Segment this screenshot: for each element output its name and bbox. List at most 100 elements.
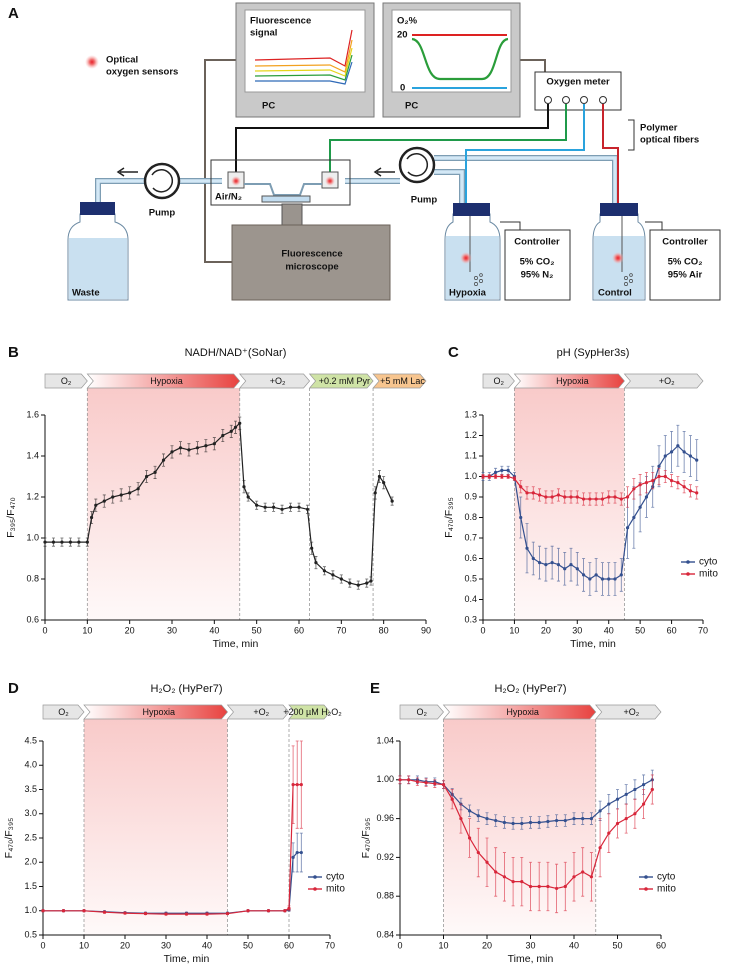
data-point <box>663 454 667 458</box>
x-tick-label: 60 <box>284 940 294 950</box>
x-tick-label: 60 <box>294 625 304 635</box>
data-point <box>619 573 623 577</box>
data-point <box>569 495 573 499</box>
phase-shade <box>443 719 596 935</box>
bubbles <box>624 273 633 286</box>
flow-arrow <box>116 167 138 177</box>
data-point <box>688 454 693 458</box>
liquid <box>69 238 127 299</box>
data-point <box>589 875 594 879</box>
data-point <box>644 481 649 485</box>
data-point <box>650 787 654 792</box>
data-point <box>581 817 585 821</box>
o2-sketch <box>411 37 509 81</box>
data-point <box>633 787 637 792</box>
data-point <box>450 797 454 801</box>
phase-label: +5 mM Lac <box>380 376 425 386</box>
pc-title: signal <box>250 28 277 39</box>
data-point <box>506 474 510 479</box>
y-tick-label: 1.2 <box>26 491 39 501</box>
data-point <box>531 491 535 495</box>
data-point <box>212 442 216 446</box>
y-axis-label: F₃₉₅/F₄₇₀ <box>5 497 17 538</box>
x-tick-label: 30 <box>572 625 582 635</box>
data-point <box>531 556 535 561</box>
x-tick-label: 10 <box>509 625 519 635</box>
meter-label: Oxygen meter <box>546 77 610 88</box>
y-tick-label: 4.5 <box>24 735 37 745</box>
x-axis-label: Time, min <box>164 953 210 965</box>
microscope <box>231 224 391 301</box>
data-point <box>373 491 377 495</box>
bottle-label: Waste <box>72 288 100 299</box>
phase-arrow <box>42 704 85 720</box>
y-tick-label: 1.1 <box>464 450 477 460</box>
cable <box>520 59 546 72</box>
data-point <box>625 526 630 530</box>
y-axis-label: F₄₇₀/F₃₉₅ <box>3 818 15 859</box>
y-tick-label: 0.84 <box>376 929 394 939</box>
x-tick-label: 70 <box>336 625 346 635</box>
signal-sketch <box>254 29 353 85</box>
phase-label: +200 µM H₂O₂ <box>283 707 342 717</box>
x-tick-label: 40 <box>209 625 219 635</box>
bottle-cap <box>453 203 490 216</box>
data-point <box>682 450 686 454</box>
data-point <box>676 481 680 485</box>
data-point <box>205 912 209 916</box>
data-point <box>398 778 402 782</box>
data-point <box>520 880 524 884</box>
pump-rotor <box>151 169 174 193</box>
pc-label: PC <box>405 101 418 112</box>
y-tick-label: 1.5 <box>24 881 37 891</box>
scale-label: 20 <box>397 30 408 41</box>
data-point <box>433 782 437 786</box>
x-axis-label: Time, min <box>508 953 554 965</box>
data-point <box>500 468 504 472</box>
legend-label: mito <box>326 884 345 895</box>
data-point <box>528 884 533 889</box>
sensor <box>325 176 335 186</box>
data-point <box>178 446 183 450</box>
x-axis-label: Time, min <box>570 638 616 650</box>
legend-text: oxygen sensors <box>106 67 178 78</box>
data-point <box>598 846 602 850</box>
data-point <box>581 497 586 501</box>
data-point <box>633 812 637 816</box>
phase-label: +0.2 mM Pyr <box>319 376 370 386</box>
flow-arrow <box>373 167 395 177</box>
x-tick-label: 30 <box>167 625 177 635</box>
phase-arrow <box>226 704 290 720</box>
phase-arrow <box>288 704 331 720</box>
data-point <box>544 563 548 567</box>
data-point <box>525 491 529 495</box>
data-point <box>291 855 295 860</box>
data-point <box>638 505 642 509</box>
y-tick-label: 0.9 <box>464 491 477 501</box>
data-point <box>638 483 642 487</box>
data-point <box>676 444 680 448</box>
data-point <box>632 515 636 520</box>
data-point <box>624 792 628 796</box>
data-point <box>102 499 106 503</box>
data-point <box>546 884 550 889</box>
data-point <box>493 474 498 479</box>
phase-arrow <box>594 704 662 720</box>
microscope-label: Fluorescence <box>281 249 342 260</box>
data-point <box>85 540 89 544</box>
data-point <box>238 421 242 425</box>
data-point <box>632 487 636 491</box>
phase-label: +O₂ <box>659 376 675 386</box>
data-point <box>625 495 630 499</box>
data-point <box>305 507 310 511</box>
data-point <box>61 909 66 913</box>
gas-line <box>500 221 521 230</box>
chart-title: H₂O₂ (HyPer7) <box>150 683 222 695</box>
data-point <box>607 495 611 499</box>
y-tick-label: 1.0 <box>24 905 37 915</box>
data-point <box>494 818 498 823</box>
data-point <box>377 474 382 479</box>
panel-label: C <box>448 344 459 361</box>
data-point <box>476 850 480 855</box>
x-tick-label: 0 <box>40 940 45 950</box>
